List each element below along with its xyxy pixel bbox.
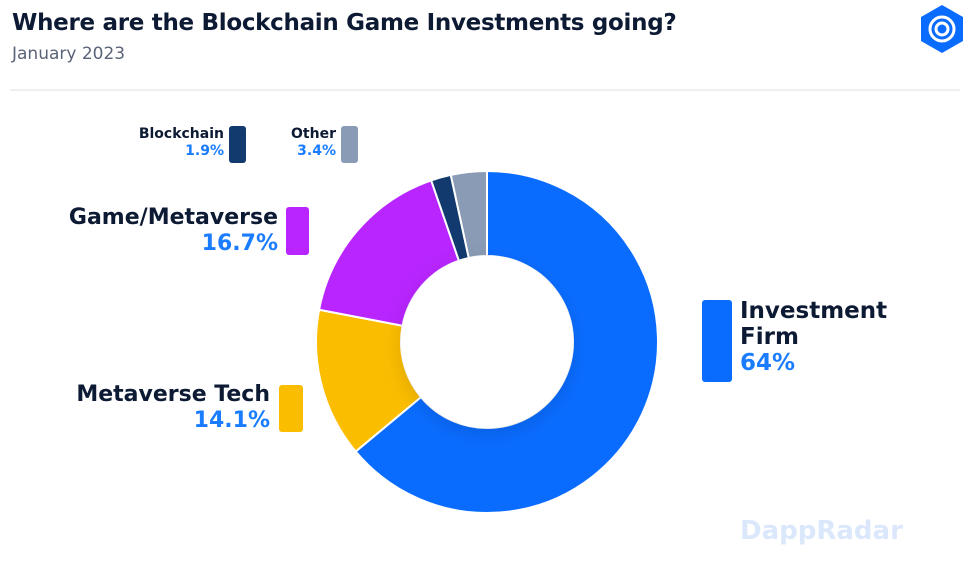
value-blockchain: 1.9% [185, 143, 224, 159]
chart-title: Where are the Blockchain Game Investment… [12, 10, 677, 36]
label-investment-firm: Investment Firm [740, 298, 888, 350]
label-blockchain: Blockchain [138, 126, 224, 142]
donut-hole [401, 256, 573, 428]
swatch-game-metaverse [286, 207, 309, 255]
legend-metaverse-tech: Metaverse Tech 14.1% [40, 382, 270, 434]
dappradar-logo-icon [921, 5, 963, 53]
value-investment-firm: 64% [740, 350, 796, 376]
swatch-metaverse-tech [279, 385, 303, 432]
chart-subtitle: January 2023 [12, 44, 126, 64]
legend-blockchain: Blockchain 1.9% [100, 126, 224, 160]
swatch-blockchain [229, 126, 246, 163]
value-game-metaverse: 16.7% [201, 231, 278, 256]
legend-investment-firm: Investment Firm 64% [700, 298, 910, 376]
swatch-other [341, 126, 358, 163]
divider [10, 89, 960, 91]
swatch-investment-firm [702, 300, 732, 382]
label-metaverse-tech: Metaverse Tech [76, 382, 270, 407]
value-other: 3.4% [297, 143, 336, 159]
label-game-metaverse: Game/Metaverse [68, 205, 278, 230]
legend-other: Other 3.4% [250, 126, 336, 160]
legend-game-metaverse: Game/Metaverse 16.7% [30, 205, 278, 257]
value-metaverse-tech: 14.1% [193, 408, 270, 433]
dappradar-watermark: DappRadar [740, 516, 903, 546]
label-other: Other [291, 126, 336, 142]
